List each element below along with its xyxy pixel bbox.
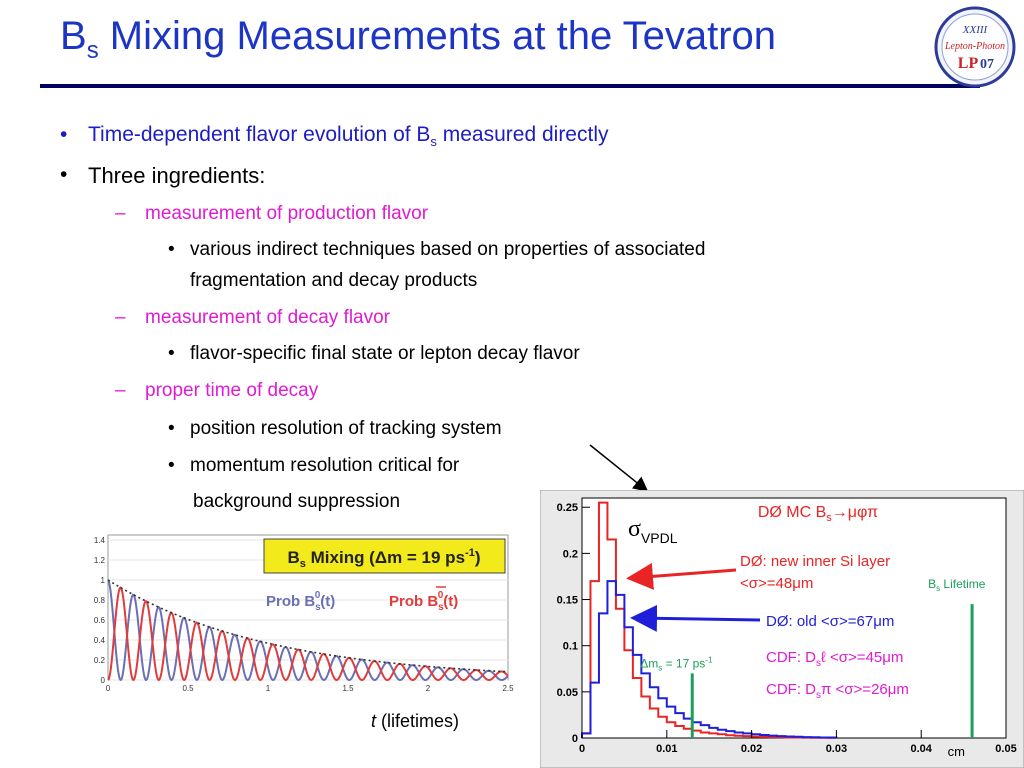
bullet-marker: •	[60, 163, 68, 186]
bullet-marker: •	[60, 123, 68, 146]
legend-prob-bs: Prob Bs0(t)	[266, 590, 335, 613]
y-tick-label-4: 0.2	[563, 548, 578, 560]
y-tick-label-1: 0.2	[94, 656, 106, 665]
x-tick-label-3: 1.5	[342, 684, 354, 693]
x-tick-label-1: 0.5	[182, 684, 194, 693]
detail-momentum-resolution-cont: background suppression	[193, 491, 401, 512]
y-tick-label-6: 1.2	[94, 556, 106, 565]
x-tick-label-0: 0	[106, 684, 111, 693]
detail-indirect-techniques-cont: fragmentation and decay products	[190, 270, 478, 291]
x-tick-label-3: 0.03	[826, 743, 847, 755]
sigma-vpdl-label: σVPDL	[628, 516, 678, 546]
x-tick-label-4: 2	[426, 684, 431, 693]
y-tick-label-0: 0	[572, 733, 578, 745]
svg-text:07: 07	[980, 57, 994, 72]
x-axis-unit-label: cm	[948, 744, 965, 759]
y-tick-label-3: 0.6	[94, 616, 106, 625]
legend-new-si-resolution: <σ>=48μm	[740, 575, 813, 592]
legend-prob-bsbar: Prob Bs0(t)	[389, 590, 458, 613]
legend-new-si-layer: DØ: new inner Si layer	[740, 553, 890, 570]
legend-old-resolution: DØ: old <σ>=67μm	[766, 613, 894, 630]
detail-momentum-resolution: momentum resolution critical for	[190, 455, 460, 476]
chart-title-box	[263, 538, 506, 574]
bullet-marker: •	[168, 343, 175, 364]
y-tick-label-0: 0	[101, 676, 106, 685]
chart-title: DØ MC Bs→μφπ	[758, 504, 878, 524]
slide-title: Bs Mixing Measurements at the Tevatron	[60, 14, 777, 64]
x-tick-label-2: 0.02	[741, 743, 762, 755]
x-tick-label-1: 0.01	[656, 743, 677, 755]
bs-lifetime-label: Bs Lifetime	[928, 577, 986, 593]
mixing-oscillation-chart: 0 0.2 0.4 0.6 0.8 1 1.2 1.4 0 0.5 1 1.5 2 2.5 Bs Mix…	[94, 534, 514, 693]
y-tick-label-7: 1.4	[94, 536, 106, 545]
y-tick-label-2: 0.4	[94, 636, 106, 645]
old-histogram	[581, 580, 838, 739]
title-underline	[40, 84, 980, 88]
svg-text:XXIII: XXIII	[962, 24, 989, 36]
cdf-dsl-entry: CDF: Dsℓ <σ>=45μm	[766, 649, 903, 669]
x-tick-label-5: 2.5	[502, 684, 514, 693]
svg-text:Lepton-Photon: Lepton-Photon	[944, 41, 1005, 52]
new-si-pointer-arrow	[626, 562, 737, 590]
prob-bsbar-curve	[107, 586, 509, 682]
delta-ms-label: Δms = 17 ps-1	[640, 655, 713, 672]
prob-bs-curve	[107, 579, 509, 682]
subitem-proper-time: proper time of decay	[145, 380, 319, 401]
x-tick-label-0: 0	[579, 743, 585, 755]
y-tick-label-3: 0.15	[557, 595, 578, 607]
subitem-decay-flavor: measurement of decay flavor	[145, 307, 391, 328]
bullet-marker: •	[168, 418, 175, 439]
y-tick-label-1: 0.05	[557, 687, 578, 699]
bullet-marker: •	[168, 455, 175, 476]
x-tick-label-4: 0.04	[910, 743, 932, 755]
bullet-flavor-evolution: Time-dependent flavor evolution of Bs me…	[88, 123, 609, 150]
svg-text:LP: LP	[958, 55, 979, 72]
bullet-marker: •	[168, 239, 175, 260]
vpdl-resolution-chart: Δms = 17 ps-1 Bs Lifetime 0 0.05 0.1 0.15 0.2…	[540, 490, 1024, 768]
x-tick-label-5: 0.05	[995, 743, 1016, 755]
chart-title: Bs Mixing (Δm = 19 ps-1)	[288, 547, 481, 570]
bullet-three-ingredients: Three ingredients:	[88, 163, 266, 188]
detail-indirect-techniques: various indirect techniques based on pro…	[190, 239, 706, 260]
dash-marker: –	[115, 203, 126, 224]
x-tick-label-2: 1	[266, 684, 271, 693]
y-tick-label-5: 0.25	[557, 502, 578, 514]
dash-marker: –	[115, 307, 126, 328]
dash-marker: –	[115, 380, 126, 401]
detail-flavor-specific: flavor-specific final state or lepton de…	[190, 343, 580, 364]
subitem-production-flavor: measurement of production flavor	[145, 203, 429, 224]
cdf-dspi-entry: CDF: Dsπ <σ>=26μm	[766, 681, 909, 701]
y-tick-label-5: 1	[101, 576, 106, 585]
lepton-photon-logo: XXIII Lepton-Photon LP 07	[934, 6, 1016, 88]
detail-position-resolution: position resolution of tracking system	[190, 418, 502, 439]
old-pointer-arrow	[630, 604, 761, 632]
mixing-x-axis-label: t (lifetimes)	[371, 711, 460, 731]
y-tick-label-4: 0.8	[94, 596, 106, 605]
y-tick-label-2: 0.1	[563, 641, 578, 653]
